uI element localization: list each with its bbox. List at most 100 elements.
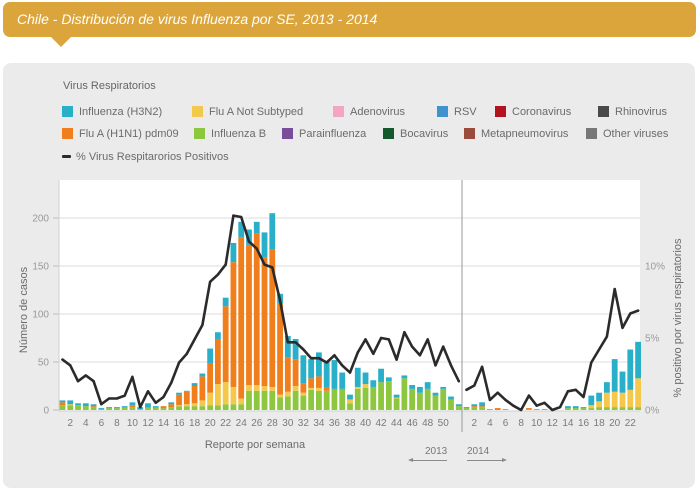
legend-item-other-viruses: Other viruses [586,127,668,140]
bar-segment-2014-w3-influenza-h3n2- [479,402,485,407]
bar-segment-2013-w43-influenza-b [385,381,392,410]
bar-segment-2013-w30-influenza-h3n2- [284,336,291,358]
bar-segment-2013-w18-flu-a-h1n1-pdm09 [191,386,198,404]
chart-title: Chile - Distribución de virus Influenza … [17,11,378,27]
legend-label: Rhinovirus [615,105,667,118]
bar-segment-2013-w33-influenza-b [308,389,315,410]
bar-segment-2013-w20-flu-a-not-subtyped [207,392,214,406]
positivity-point-2013-w20 [208,280,212,284]
bar-segment-2014-w23-influenza-b [635,407,641,410]
bar-segment-2013-w34-flu-a-h1n1-pdm09 [316,376,322,388]
bar-segment-2013-w39-influenza-b [354,388,361,410]
legend-label: Coronavirus [512,105,572,118]
bar-segment-2014-w1-influenza-h3n2- [463,407,470,409]
positivity-point-2014-w14 [566,390,570,393]
bar-segment-2013-w9-flu-a-h1n1-pdm09 [121,407,128,409]
x-tick-label-2014: 22 [625,418,637,429]
x-tick-label-2013: 40 [360,418,372,429]
positivity-point-2013-w40 [364,338,367,341]
legend-label: Flu A Not Subtyped [209,105,304,118]
positivity-point-2013-w21 [216,273,220,276]
bar-segment-2014-w2-flu-a-h1n1-pdm09 [471,406,478,408]
legend-swatch-rhinovirus [598,106,609,117]
bar-segment-2013-w15-influenza-h3n2- [168,402,175,405]
positivity-point-2013-w43 [387,338,391,341]
x-tick-label-2014: 20 [609,418,621,429]
bar-segment-2013-w41-influenza-b [370,386,377,410]
bar-segment-2013-w28-flu-a-h1n1-pdm09 [269,249,276,387]
positivity-point-2014-w7 [512,404,515,407]
y-tick-label: 50 [38,358,50,369]
bar-segment-2013-w40-influenza-h3n2- [362,372,369,385]
bar-segment-2013-w44-influenza-b [393,398,400,410]
chart-header-banner: Chile - Distribución de virus Influenza … [3,2,696,37]
bar-segment-2013-w24-flu-a-not-subtyped [238,398,245,405]
x-tick-label-2014: 4 [487,418,493,429]
bar-segment-2013-w8-influenza-b [113,408,120,410]
legend-swatch-other-viruses [586,128,597,139]
x-tick-label-2014: 8 [518,418,524,429]
bar-segment-2013-w51-influenza-h3n2- [448,396,454,400]
bar-segment-2013-w21-influenza-h3n2- [215,332,221,339]
legend-label: Metapneumovirus [481,127,569,140]
x-tick-label-2013: 2 [67,418,73,429]
bar-segment-2014-w14-influenza-b [565,408,571,410]
bar-segment-2014-w22-influenza-b [627,407,634,410]
positivity-point-2014-w19 [605,335,609,338]
bar-segment-2013-w27-flu-a-not-subtyped [261,386,268,391]
bar-segment-2013-w32-influenza-h3n2- [300,355,307,384]
header-pointer-arrow [51,37,71,47]
bar-segment-2014-w19-flu-a-not-subtyped [604,392,610,408]
x-tick-label-2013: 48 [422,418,434,429]
x-tick-label-2013: 30 [282,418,294,429]
bar-segment-2014-w20-influenza-b [611,407,618,410]
x-tick-label-2013: 36 [329,418,341,429]
positivity-point-2013-w49 [434,364,437,367]
positivity-point-2013-w19 [201,323,204,327]
positivity-point-2014-w1 [465,388,468,392]
positivity-point-2013-w22 [224,263,227,266]
bar-segment-2013-w1-influenza-b [59,405,66,410]
bar-segment-2013-w14-influenza-b [160,408,167,410]
positivity-point-2013-w16 [177,361,181,364]
bar-segment-2013-w37-flu-a-h1n1-pdm09 [339,388,346,390]
bar-segment-2013-w19-influenza-b [199,406,206,410]
x-tick-label-2013: 16 [173,418,185,429]
bar-segment-2013-w23-influenza-b [230,404,237,410]
bar-segment-2013-w41-influenza-h3n2- [370,380,377,387]
positivity-point-2013-w24 [240,215,243,219]
legend-item-positivity-line: % Virus Respitarorios Positivos [62,150,229,163]
positivity-point-2013-w1 [61,358,64,361]
bar-segment-2013-w44-flu-a-not-subtyped [393,397,400,399]
y-axis-title-right: % positivo por virus respiratorios [672,238,684,398]
legend-item-influenza-b: Influenza B [194,127,266,140]
bar-segment-2013-w10-influenza-h3n2- [129,402,136,406]
positivity-point-2013-w47 [418,354,422,357]
positivity-point-2014-w6 [504,398,507,402]
positivity-point-2013-w39 [356,351,359,354]
legend-item-parainfluenza: Parainfluenza [282,127,366,140]
positivity-point-2014-w3 [480,365,484,368]
positivity-point-2013-w50 [442,345,445,348]
bar-segment-2014-w23-flu-a-not-subtyped [635,378,641,408]
positivity-point-2013-w44 [395,358,398,361]
positivity-point-2013-w30 [286,341,290,344]
bar-segment-2014-w3-influenza-b [479,407,485,410]
legend-line-swatch [62,155,71,158]
bar-segment-2013-w34-flu-a-not-subtyped [316,387,322,391]
bar-segment-2013-w4-influenza-h3n2- [82,403,89,407]
positivity-point-2013-w46 [410,345,414,348]
positivity-point-2013-w33 [309,356,313,360]
positivity-point-2013-w45 [403,331,406,334]
positivity-point-2013-w6 [100,403,103,406]
bar-segment-2013-w45-influenza-h3n2- [401,375,408,379]
bar-segment-2013-w6-influenza-h3n2- [98,408,105,410]
bar-segment-2013-w20-influenza-h3n2- [207,348,214,363]
bar-segment-2014-w21-influenza-h3n2- [619,371,626,393]
bar-segment-2014-w15-influenza-h3n2- [572,406,579,409]
positivity-point-2013-w34 [317,356,321,360]
bar-segment-2013-w45-influenza-b [401,378,408,410]
positivity-point-2013-w35 [325,361,328,364]
positivity-point-2013-w48 [426,338,429,341]
bar-segment-2013-w1-flu-a-h1n1-pdm09 [59,402,66,406]
